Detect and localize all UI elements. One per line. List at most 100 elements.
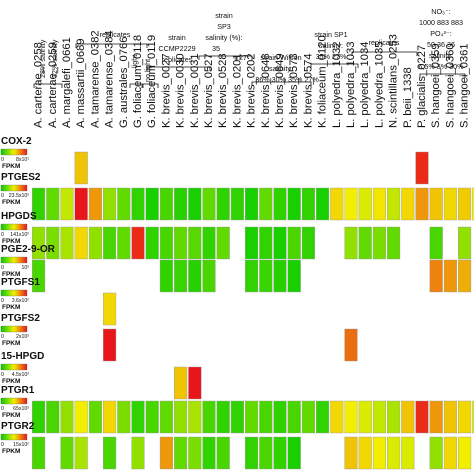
column-label: T. jolla_0224 [473,65,474,128]
group-bracket [251,81,312,86]
unit-label: FPKM [2,238,20,245]
column-label: L. polyedra_1035 [373,42,385,128]
condition-label: 27 [239,53,247,62]
heatmap-cell [415,187,429,221]
column-label: K. brevis_0201 [231,53,243,128]
heatmap-cell [88,187,102,221]
unit-label: FPKM [2,271,20,278]
heatmap-cell [458,436,472,470]
condition-label: strain [215,11,233,20]
heatmap-cell [387,400,401,434]
column-label: K. brevis_0648 [260,53,272,128]
heatmap-cell [103,187,117,221]
heatmap-cell [74,436,88,470]
heatmap-cell [330,187,344,221]
gene-label: HPGDS [1,211,37,222]
heatmap-cell [344,328,358,362]
heatmap-cell [131,226,145,260]
condition-label: salinity: [429,51,453,60]
heatmap-cell [159,259,173,293]
group-bracket [236,55,253,60]
column-label: K. brevis_0528 [217,53,229,128]
heatmap-cell [145,187,159,221]
heatmap-cell [216,400,230,434]
heatmap-cell [60,226,74,260]
heatmap-cell [159,436,173,470]
heatmap-cell [387,436,401,470]
group-bracket [419,73,466,78]
column-label: A. massartii_0689 [75,38,87,128]
heatmap-cell [230,400,244,434]
unit-label: FPKM [2,340,20,347]
heatmap-cell [46,187,60,221]
heatmap-cell [103,292,117,326]
heatmap-cell [301,226,315,260]
heatmap-cell [344,400,358,434]
heatmap-cell [387,226,401,260]
heatmap-cell [273,259,287,293]
heatmap-cell [273,400,287,434]
column-label: S. hangoei_0360 [444,43,456,128]
heatmap-cell [458,400,472,434]
heatmap-cell [245,400,259,434]
heatmap-cell [429,226,443,260]
heatmap-cell [145,226,159,260]
heatmap-cell [387,187,401,221]
heatmap-cell [344,436,358,470]
heatmap-cell [216,187,230,221]
heatmap-cell [32,187,46,221]
heatmap-cell [202,259,216,293]
column-label: G. australes_0766 [118,37,130,128]
heatmap-cell [245,259,259,293]
heatmap-cell [259,400,273,434]
scale-min-label: 0 [1,442,4,448]
color-scale-bar [0,363,28,371]
scale-min-label: 0 [1,406,4,412]
column-label: L. polyedra_1033 [345,42,357,128]
heatmap-cell [159,187,173,221]
column-label: K. brevis_0202 [246,53,258,128]
heatmap-cell [287,259,301,293]
condition-label: SP3 [217,22,231,31]
heatmap-cell [273,187,287,221]
group-bracket [33,83,63,88]
heatmap-cell [131,187,145,221]
heatmap-cell [202,436,216,470]
gene-label: PTGR2 [1,421,35,432]
heatmap-cell [174,226,188,260]
scale-max-label: 141x10² [10,232,29,238]
heatmap-cell [429,436,443,470]
condition-label: 6,5% 3% 30% [418,62,464,71]
heatmap-cell [273,226,287,260]
heatmap-cell [401,187,415,221]
heatmap-cell [358,187,372,221]
heatmap-cell [188,187,202,221]
heatmap-cell [443,436,457,470]
heatmap-cell [88,226,102,260]
scale-min-label: 0 [1,265,4,271]
heatmap-cell [188,226,202,260]
heatmap-cell [174,366,188,400]
condition-label: replicates [100,30,131,39]
heatmap-cell [46,400,60,434]
scale-max-label: 65x10² [13,406,29,412]
unit-label: FPKM [2,412,20,419]
scale-min-label: 0 [1,232,4,238]
scale-max-label: 4.5x10² [12,372,30,378]
column-label: A. tamarense_0384 [104,30,116,128]
heatmap-cell [117,400,131,434]
heatmap-cell [344,226,358,260]
heatmap-cell [429,187,443,221]
gene-label: COX-2 [1,136,32,147]
condition-label: 35 [212,44,220,53]
heatmap-cell [74,187,88,221]
heatmap-cell [216,436,230,470]
scale-max-label: 10² [22,265,30,271]
heatmap-cell [230,187,244,221]
column-label: P. glacialis_0227 [416,45,428,128]
column-label: N. scintillans_0253 [388,34,400,128]
scale-min-label: 0 [1,298,4,304]
column-label: S. hangoei_0359 [430,43,442,128]
heatmap-cell [32,226,46,260]
heatmap-cell [32,400,46,434]
